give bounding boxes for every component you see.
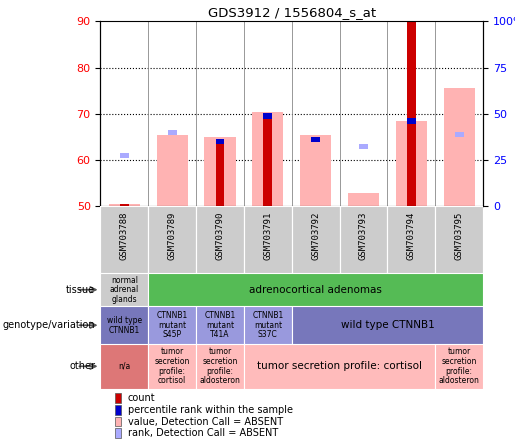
Bar [311,137,320,142]
Bar [339,206,387,273]
Text: adrenocortical adenomas: adrenocortical adenomas [249,285,382,295]
Bar [196,344,244,388]
Bar [100,273,148,306]
Bar [443,88,475,206]
Text: count: count [128,393,156,403]
Text: GSM703790: GSM703790 [215,212,225,260]
Bar [216,139,225,144]
Bar [291,306,483,344]
Bar [244,344,435,388]
Text: GSM703792: GSM703792 [311,212,320,260]
Bar [435,206,483,273]
Text: other: other [70,361,95,371]
Bar [359,143,368,149]
Bar [100,306,148,344]
Text: normal
adrenal
glands: normal adrenal glands [110,276,139,304]
Bar [168,130,177,135]
Bar [291,206,339,273]
Bar [204,137,235,206]
Bar [407,21,416,206]
Text: value, Detection Call = ABSENT: value, Detection Call = ABSENT [128,416,283,427]
Bar [387,206,435,273]
Bar [435,344,483,388]
Bar [109,204,140,206]
Text: tumor secretion profile: cortisol: tumor secretion profile: cortisol [257,361,422,371]
Text: CTNNB1
mutant
T41A: CTNNB1 mutant T41A [204,311,236,339]
Bar [244,306,291,344]
Bar [196,206,244,273]
Bar [264,114,272,206]
Bar [396,121,427,206]
Bar [252,111,283,206]
Bar [359,143,368,149]
Bar [196,306,244,344]
Bar [148,206,196,273]
Text: tumor
secretion
profile:
aldosteron: tumor secretion profile: aldosteron [200,347,241,385]
Text: tissue: tissue [66,285,95,295]
Bar [157,135,187,206]
Bar [100,206,148,273]
Text: percentile rank within the sample: percentile rank within the sample [128,405,293,415]
Text: GSM703791: GSM703791 [263,212,272,260]
Bar [264,113,272,119]
Text: n/a: n/a [118,362,130,371]
Text: tumor
secretion
profile:
cortisol: tumor secretion profile: cortisol [154,347,190,385]
Bar [115,405,121,415]
Bar [148,344,196,388]
Text: rank, Detection Call = ABSENT: rank, Detection Call = ABSENT [128,428,278,438]
Bar [148,273,483,306]
Bar [300,135,331,206]
Text: GSM703795: GSM703795 [455,212,464,260]
Bar [115,428,121,438]
Bar [455,132,464,138]
Text: genotype/variation: genotype/variation [3,320,95,330]
Bar [216,142,225,206]
Text: tumor
secretion
profile:
aldosteron: tumor secretion profile: aldosteron [439,347,479,385]
Bar [120,153,129,159]
Text: GSM703793: GSM703793 [359,212,368,260]
Text: GSM703789: GSM703789 [168,212,177,260]
Text: GSM703794: GSM703794 [407,212,416,260]
Title: GDS3912 / 1556804_s_at: GDS3912 / 1556804_s_at [208,6,376,19]
Text: wild type CTNNB1: wild type CTNNB1 [340,320,434,330]
Text: wild type
CTNNB1: wild type CTNNB1 [107,316,142,335]
Bar [115,393,121,403]
Text: GSM703788: GSM703788 [120,212,129,260]
Bar [120,204,129,206]
Bar [348,193,379,206]
Bar [115,417,121,426]
Bar [407,118,416,123]
Bar [100,344,148,388]
Bar [148,306,196,344]
Text: CTNNB1
mutant
S45P: CTNNB1 mutant S45P [157,311,188,339]
Text: CTNNB1
mutant
S37C: CTNNB1 mutant S37C [252,311,283,339]
Bar [244,206,291,273]
